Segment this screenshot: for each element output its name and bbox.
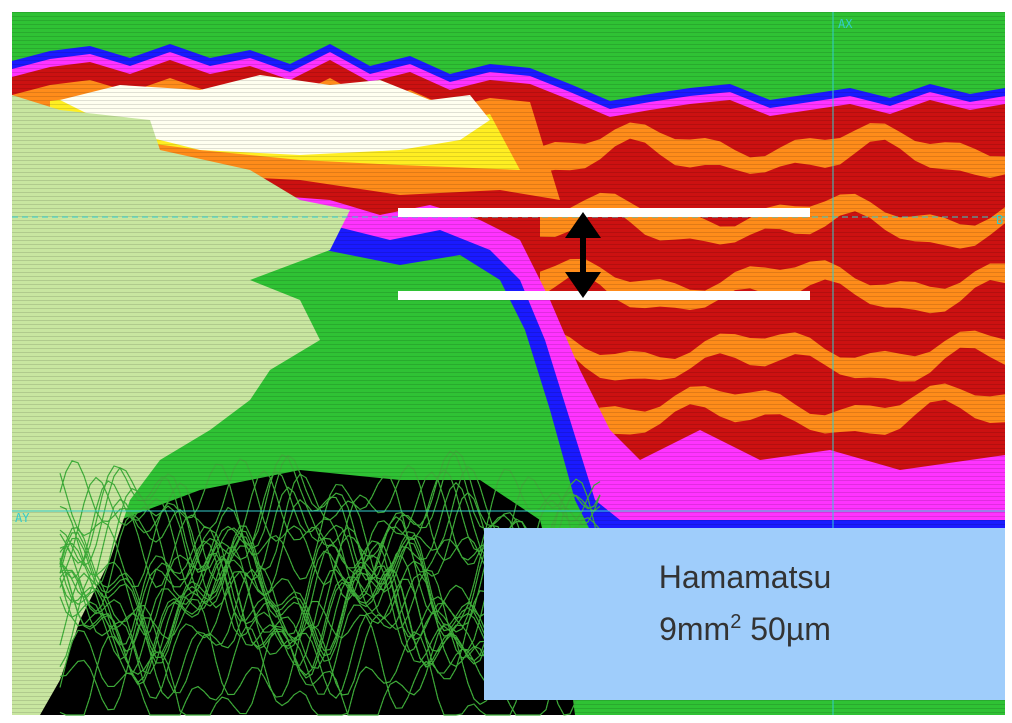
label-line: 9mm2 50µm — [659, 611, 831, 647]
cursor-ay-label: AY — [15, 511, 30, 525]
marker-bar — [398, 291, 810, 300]
cursor-b-label: B — [996, 213, 1003, 227]
label-text: 50µm — [741, 611, 831, 647]
label-text: 9mm — [659, 611, 730, 647]
scope-screenshot: AX AY B Hamamatsu 9mm2 50µm — [0, 0, 1012, 723]
label-superscript: 2 — [730, 611, 741, 633]
cursor-ax-label: AX — [838, 17, 853, 31]
label-line: Hamamatsu — [659, 559, 832, 595]
marker-bar — [398, 208, 810, 217]
